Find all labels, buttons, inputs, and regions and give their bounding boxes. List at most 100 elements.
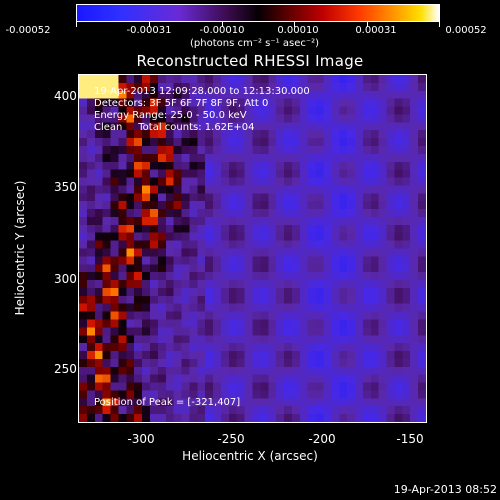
heatmap-cell bbox=[197, 280, 206, 289]
heatmap-cell bbox=[149, 114, 159, 123]
heatmap-cell bbox=[134, 75, 143, 84]
heatmap-cell bbox=[355, 98, 364, 108]
heatmap-cell bbox=[149, 248, 159, 257]
heatmap-cell bbox=[268, 319, 277, 328]
heatmap-cell bbox=[102, 327, 112, 336]
heatmap-cell bbox=[213, 106, 222, 116]
heatmap-cell bbox=[252, 398, 261, 407]
heatmap-cell bbox=[236, 232, 246, 242]
heatmap-cell bbox=[236, 303, 246, 313]
heatmap-cell bbox=[315, 201, 325, 210]
heatmap-cell bbox=[339, 75, 348, 84]
heatmap-cell bbox=[252, 374, 261, 384]
heatmap-cell bbox=[102, 138, 112, 147]
heatmap-cell bbox=[355, 295, 364, 305]
heatmap-cell bbox=[205, 169, 214, 179]
heatmap-cell bbox=[149, 240, 159, 250]
heatmap-cell bbox=[228, 406, 238, 415]
heatmap-cell bbox=[331, 398, 340, 407]
heatmap-cell bbox=[355, 130, 364, 139]
heatmap-cell bbox=[134, 224, 143, 234]
heatmap-cell bbox=[402, 193, 411, 202]
heatmap-cell bbox=[378, 82, 388, 92]
heatmap-cell bbox=[228, 295, 238, 305]
heatmap-cell bbox=[410, 122, 419, 131]
heatmap-cell bbox=[268, 145, 277, 155]
heatmap-cell bbox=[252, 98, 261, 108]
heatmap-cell bbox=[102, 406, 112, 415]
heatmap-cell bbox=[228, 122, 238, 131]
heatmap-cell bbox=[102, 130, 112, 139]
heatmap-cell bbox=[102, 398, 112, 407]
heatmap-cell bbox=[386, 185, 396, 194]
heatmap-cell bbox=[315, 406, 325, 415]
heatmap-cell bbox=[157, 366, 167, 376]
heatmap-cell bbox=[331, 106, 340, 116]
heatmap-cell bbox=[110, 366, 120, 376]
heatmap-cell bbox=[339, 311, 348, 321]
heatmap-cell bbox=[347, 414, 356, 422]
heatmap-cell bbox=[394, 161, 403, 171]
heatmap-cell bbox=[79, 414, 88, 422]
heatmap-cell bbox=[134, 114, 143, 123]
heatmap-cell bbox=[331, 406, 340, 415]
heatmap-cell bbox=[173, 272, 183, 281]
heatmap-cell bbox=[252, 130, 261, 139]
heatmap-cell bbox=[331, 366, 340, 376]
heatmap-cell bbox=[173, 382, 183, 392]
heatmap-cell bbox=[126, 327, 135, 336]
heatmap-cell bbox=[307, 272, 317, 281]
heatmap-cell bbox=[418, 366, 426, 376]
heatmap-cell bbox=[110, 185, 120, 194]
heatmap-cell bbox=[315, 319, 325, 328]
heatmap-cell bbox=[142, 122, 151, 131]
heatmap-cell bbox=[236, 169, 246, 179]
heatmap-cell bbox=[370, 295, 380, 305]
heatmap-cell bbox=[86, 224, 96, 234]
heatmap-cell bbox=[79, 327, 88, 336]
heatmap-cell bbox=[386, 264, 396, 273]
heatmap-cell bbox=[189, 90, 198, 100]
heatmap-cell bbox=[386, 177, 396, 187]
heatmap-cell bbox=[94, 295, 104, 305]
heatmap-cell bbox=[260, 169, 269, 179]
heatmap-cell bbox=[236, 106, 246, 116]
heatmap-cell bbox=[86, 358, 96, 368]
heatmap-cell bbox=[94, 122, 104, 131]
heatmap-cell bbox=[260, 248, 269, 257]
colorbar-tick bbox=[149, 22, 150, 27]
heatmap-cell bbox=[284, 106, 293, 116]
heatmap-cell bbox=[410, 287, 419, 297]
heatmap-cell bbox=[315, 90, 325, 100]
heatmap-cell bbox=[244, 145, 254, 155]
heatmap-cell bbox=[110, 201, 120, 210]
heatmap-cell bbox=[362, 193, 372, 202]
heatmap-cell bbox=[276, 280, 285, 289]
heatmap-cell bbox=[378, 366, 388, 376]
heatmap-cell bbox=[339, 398, 348, 407]
heatmap-cell bbox=[165, 232, 175, 242]
heatmap-cell bbox=[307, 311, 317, 321]
heatmap-cell bbox=[102, 358, 112, 368]
heatmap-cell bbox=[173, 398, 183, 407]
heatmap-cell bbox=[86, 216, 96, 226]
heatmap-cell bbox=[189, 145, 198, 155]
heatmap-cell bbox=[142, 138, 151, 147]
heatmap-cell bbox=[197, 90, 206, 100]
heatmap-cell bbox=[410, 161, 419, 171]
heatmap-cell bbox=[386, 295, 396, 305]
heatmap-cell bbox=[252, 287, 261, 297]
heatmap-cell bbox=[394, 280, 403, 289]
heatmap-cell bbox=[418, 130, 426, 139]
heatmap-cell bbox=[157, 145, 167, 155]
heatmap-cell bbox=[260, 406, 269, 415]
heatmap-cell bbox=[165, 303, 175, 313]
heatmap-cell bbox=[142, 130, 151, 139]
heatmap-cell bbox=[244, 122, 254, 131]
heatmap-cell bbox=[307, 248, 317, 257]
heatmap-cell bbox=[213, 351, 222, 360]
heatmap-cell bbox=[220, 335, 230, 344]
heatmap-cell bbox=[323, 209, 332, 218]
heatmap-cell bbox=[402, 390, 411, 399]
heatmap-cell bbox=[378, 98, 388, 108]
